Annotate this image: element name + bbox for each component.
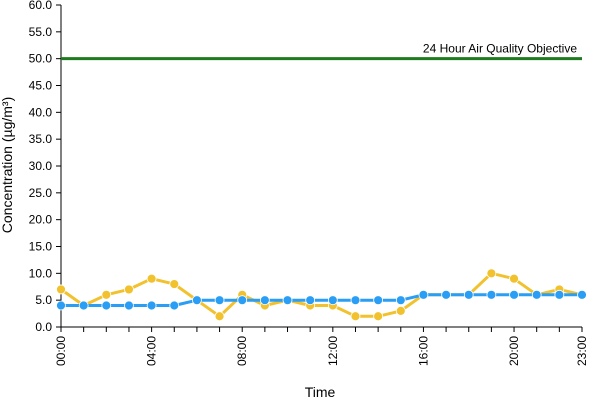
y-tick-label: 40.0 xyxy=(29,105,53,119)
series-2-point xyxy=(350,295,361,306)
series-2-point xyxy=(486,289,497,300)
y-tick-label: 60.0 xyxy=(29,0,53,12)
series-2-point xyxy=(237,295,248,306)
x-tick-label: 23:00 xyxy=(575,336,589,366)
y-tick-label: 35.0 xyxy=(29,132,53,146)
series-2-point xyxy=(214,295,225,306)
series-2-point xyxy=(305,295,316,306)
series-2-point xyxy=(577,289,587,300)
y-tick-label: 15.0 xyxy=(29,240,53,254)
series-1-point xyxy=(486,268,497,279)
series-2-point xyxy=(554,289,565,300)
y-tick-label: 20.0 xyxy=(29,213,53,227)
series-2-point xyxy=(373,295,384,306)
series-2-point xyxy=(78,300,89,311)
series-2-point xyxy=(192,295,202,306)
y-tick-label: 25.0 xyxy=(29,186,53,200)
y-tick-label: 55.0 xyxy=(29,25,53,39)
y-tick-label: 0.0 xyxy=(35,320,52,334)
objective-reference-label: 24 Hour Air Quality Objective xyxy=(423,42,577,56)
series-1-point xyxy=(373,311,384,322)
series-2-point xyxy=(101,300,112,311)
y-tick-label: 10.0 xyxy=(29,266,53,280)
y-tick-label: 50.0 xyxy=(29,52,53,66)
y-tick-label: 5.0 xyxy=(35,293,52,307)
x-tick-label: 00:00 xyxy=(54,336,68,366)
series-2-point xyxy=(282,295,293,306)
series-2-point xyxy=(259,295,270,306)
x-tick-label: 04:00 xyxy=(145,336,159,366)
series-2-point xyxy=(169,300,180,311)
x-tick-label: 16:00 xyxy=(416,336,430,366)
series-2-point xyxy=(124,300,134,311)
series-1-point xyxy=(146,273,157,284)
series-2 xyxy=(56,289,587,311)
series-2-point xyxy=(463,289,474,300)
series-1-point xyxy=(124,284,134,295)
y-tick-label: 45.0 xyxy=(29,79,53,93)
series-2-point xyxy=(418,289,429,300)
series-2-point xyxy=(395,295,406,306)
series-1-point xyxy=(56,284,66,295)
series-2-point xyxy=(509,289,519,300)
series-2-line xyxy=(61,293,582,307)
series-1-point xyxy=(214,311,225,322)
x-tick-label: 08:00 xyxy=(235,336,249,366)
series-1-point xyxy=(350,311,361,322)
series-2-point xyxy=(531,289,542,300)
series-1-point xyxy=(509,273,519,284)
series-1-point xyxy=(101,289,112,300)
x-axis-title: Time xyxy=(305,384,336,400)
series-2-point xyxy=(327,295,338,306)
series-2-point xyxy=(56,300,66,311)
series-2-point xyxy=(146,300,157,311)
x-tick-label: 12:00 xyxy=(326,336,340,366)
series-1-point xyxy=(395,305,406,316)
y-tick-label: 30.0 xyxy=(29,159,53,173)
y-axis-title: Concentration (µg/m³) xyxy=(0,97,15,233)
series-2-point xyxy=(441,289,451,300)
series-1-point xyxy=(169,279,180,289)
x-tick-label: 20:00 xyxy=(507,336,521,366)
